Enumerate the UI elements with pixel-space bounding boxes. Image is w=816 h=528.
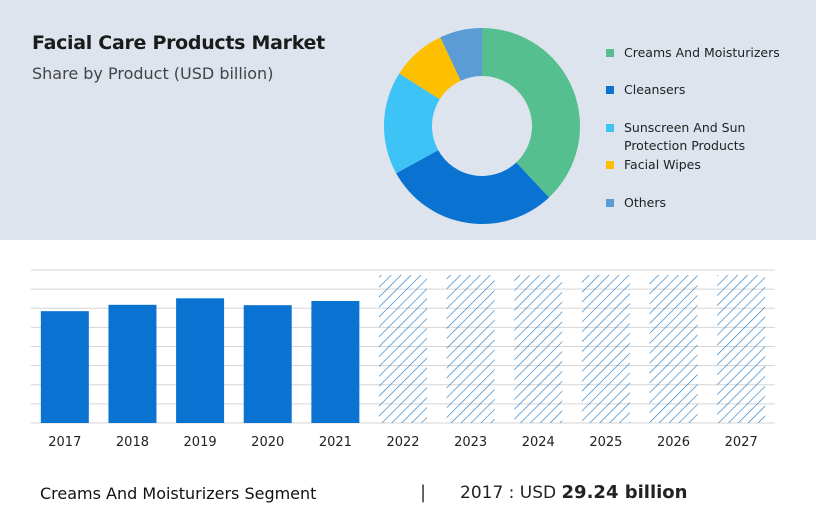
legend-item: Sunscreen And Sun Protection Products (606, 119, 794, 155)
separator: | (420, 482, 427, 503)
x-tick-label: 2022 (386, 435, 419, 450)
chart-subtitle: Share by Product (USD billion) (32, 64, 274, 83)
legend-item: Facial Wipes (606, 156, 794, 174)
bar-chart: 2017 2018 2019 2020 2021 2022 2023 2024 2025 2026… (31, 269, 775, 450)
pie-slice (384, 73, 440, 174)
legend-item: Creams And Moisturizers (606, 44, 794, 62)
forecast-bar (649, 275, 698, 423)
forecast-bar (514, 275, 563, 423)
legend-label: Sunscreen And Sun Protection Products (624, 120, 746, 153)
legend-swatch (606, 124, 614, 132)
legend-label: Creams And Moisturizers (624, 45, 780, 60)
bar (40, 311, 89, 423)
legend-label: Cleansers (624, 82, 686, 97)
x-tick-label: 2026 (657, 435, 690, 450)
x-tick-label: 2020 (251, 435, 284, 450)
value-prefix: 2017 : USD (460, 483, 557, 503)
pie-slice (482, 28, 580, 198)
legend-swatch (606, 161, 614, 169)
legend-swatch (606, 199, 614, 207)
x-tick-label: 2025 (589, 435, 622, 450)
pie-slice (396, 150, 550, 224)
bar (243, 305, 292, 423)
x-tick-label: 2019 (184, 435, 217, 450)
x-tick-label: 2027 (725, 435, 758, 450)
value-bold: 29.24 billion (561, 482, 688, 503)
legend-item: Others (606, 194, 794, 212)
forecast-bar (446, 275, 495, 423)
bar (176, 298, 225, 423)
x-tick-label: 2018 (116, 435, 149, 450)
chart-title: Facial Care Products Market (32, 32, 325, 54)
x-tick-label: 2024 (522, 435, 555, 450)
legend-label: Facial Wipes (624, 157, 701, 172)
forecast-bar (379, 275, 427, 423)
bar (108, 304, 157, 423)
x-tick-label: 2017 (48, 435, 81, 450)
pie-slice (440, 28, 482, 81)
forecast-bar (581, 275, 630, 423)
pie-slice (399, 37, 461, 100)
x-tick-label: 2023 (454, 435, 487, 450)
donut-chart (384, 28, 580, 224)
forecast-bar (717, 275, 766, 423)
x-tick-label: 2021 (319, 435, 352, 450)
legend-swatch (606, 86, 614, 94)
segment-label: Creams And Moisturizers Segment (40, 484, 317, 503)
bar (311, 300, 360, 423)
legend-swatch (606, 49, 614, 57)
segment-value: 2017 : USD 29.24 billion (460, 482, 687, 503)
legend-item: Cleansers (606, 81, 794, 99)
legend-label: Others (624, 195, 667, 210)
